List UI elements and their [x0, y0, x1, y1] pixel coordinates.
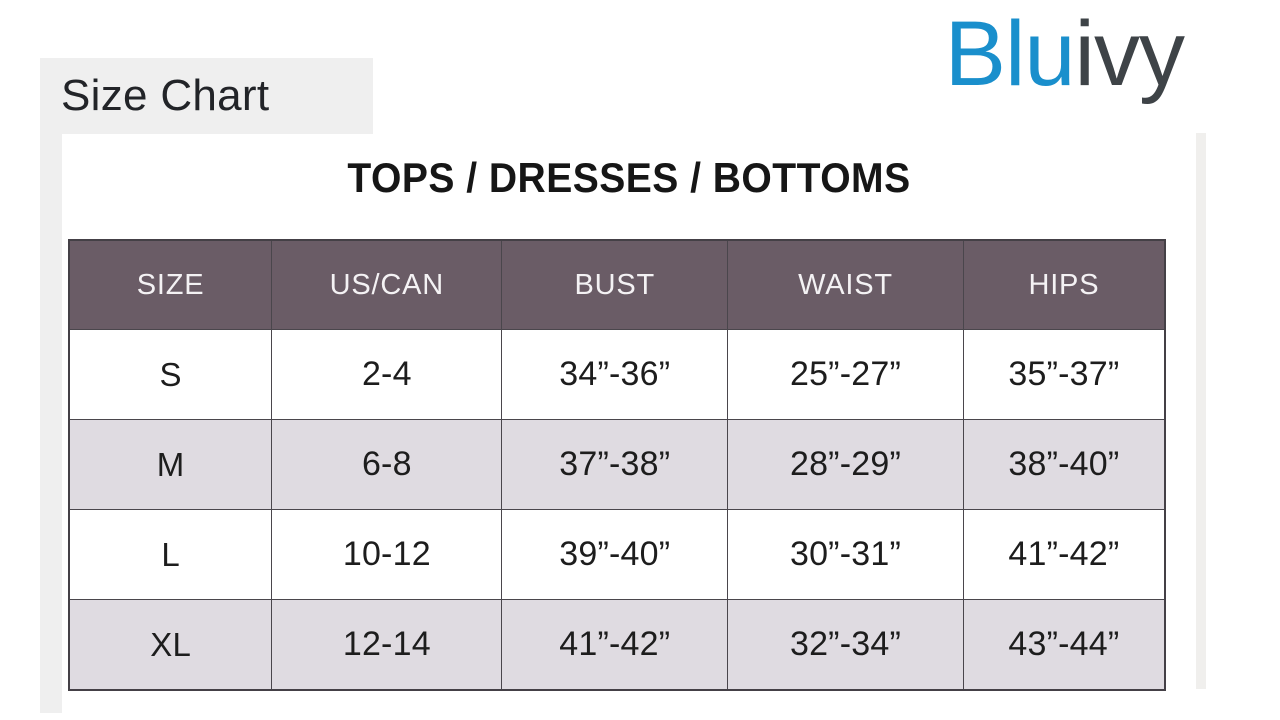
bluivy-logo: Bluivy [944, 3, 1185, 105]
cell-waist: 30”-31” [727, 509, 964, 600]
right-panel-rail [1196, 133, 1206, 689]
cell-hips: 35”-37” [962, 329, 1166, 420]
cell-hips: 38”-40” [962, 419, 1166, 510]
left-panel-strip [40, 58, 62, 713]
column-header-hips: HIPS [962, 239, 1166, 330]
cell-bust: 41”-42” [501, 599, 729, 691]
column-header-us-can: US/CAN [271, 239, 503, 330]
logo-text-blu: Blu [944, 3, 1076, 105]
column-header-size: SIZE [68, 239, 273, 330]
cell-bust: 37”-38” [501, 419, 729, 510]
cell-bust: 34”-36” [501, 329, 729, 420]
cell-waist: 28”-29” [727, 419, 964, 510]
table-header: SIZE US/CAN BUST WAIST HIPS [68, 239, 1166, 330]
cell-waist: 32”-34” [727, 599, 964, 691]
cell-us-can: 10-12 [271, 509, 503, 600]
page-title: Size Chart [61, 71, 270, 120]
table-row: M 6-8 37”-38” 28”-29” 38”-40” [68, 419, 1166, 510]
cell-waist: 25”-27” [727, 329, 964, 420]
cell-hips: 43”-44” [962, 599, 1166, 691]
size-chart-title-chip: Size Chart [40, 58, 373, 134]
cell-size: XL [68, 599, 273, 691]
cell-hips: 41”-42” [962, 509, 1166, 600]
cell-size: S [68, 329, 273, 420]
cell-bust: 39”-40” [501, 509, 729, 600]
table-row: XL 12-14 41”-42” 32”-34” 43”-44” [68, 599, 1166, 691]
logo-text-ivy: ivy [1074, 3, 1185, 105]
cell-us-can: 12-14 [271, 599, 503, 691]
table-row: L 10-12 39”-40” 30”-31” 41”-42” [68, 509, 1166, 600]
column-header-bust: BUST [501, 239, 729, 330]
size-chart-table: SIZE US/CAN BUST WAIST HIPS S 2-4 34”-36… [68, 239, 1166, 691]
table-body: S 2-4 34”-36” 25”-27” 35”-37” M 6-8 37”-… [68, 329, 1166, 691]
table-row: S 2-4 34”-36” 25”-27” 35”-37” [68, 329, 1166, 420]
cell-us-can: 6-8 [271, 419, 503, 510]
table-header-row: SIZE US/CAN BUST WAIST HIPS [68, 239, 1166, 330]
cell-size: M [68, 419, 273, 510]
chart-heading: TOPS / DRESSES / BOTTOMS [347, 154, 911, 201]
size-chart-panel: TOPS / DRESSES / BOTTOMS SIZE US/CAN BUS… [62, 134, 1196, 694]
column-header-waist: WAIST [727, 239, 964, 330]
cell-us-can: 2-4 [271, 329, 503, 420]
cell-size: L [68, 509, 273, 600]
